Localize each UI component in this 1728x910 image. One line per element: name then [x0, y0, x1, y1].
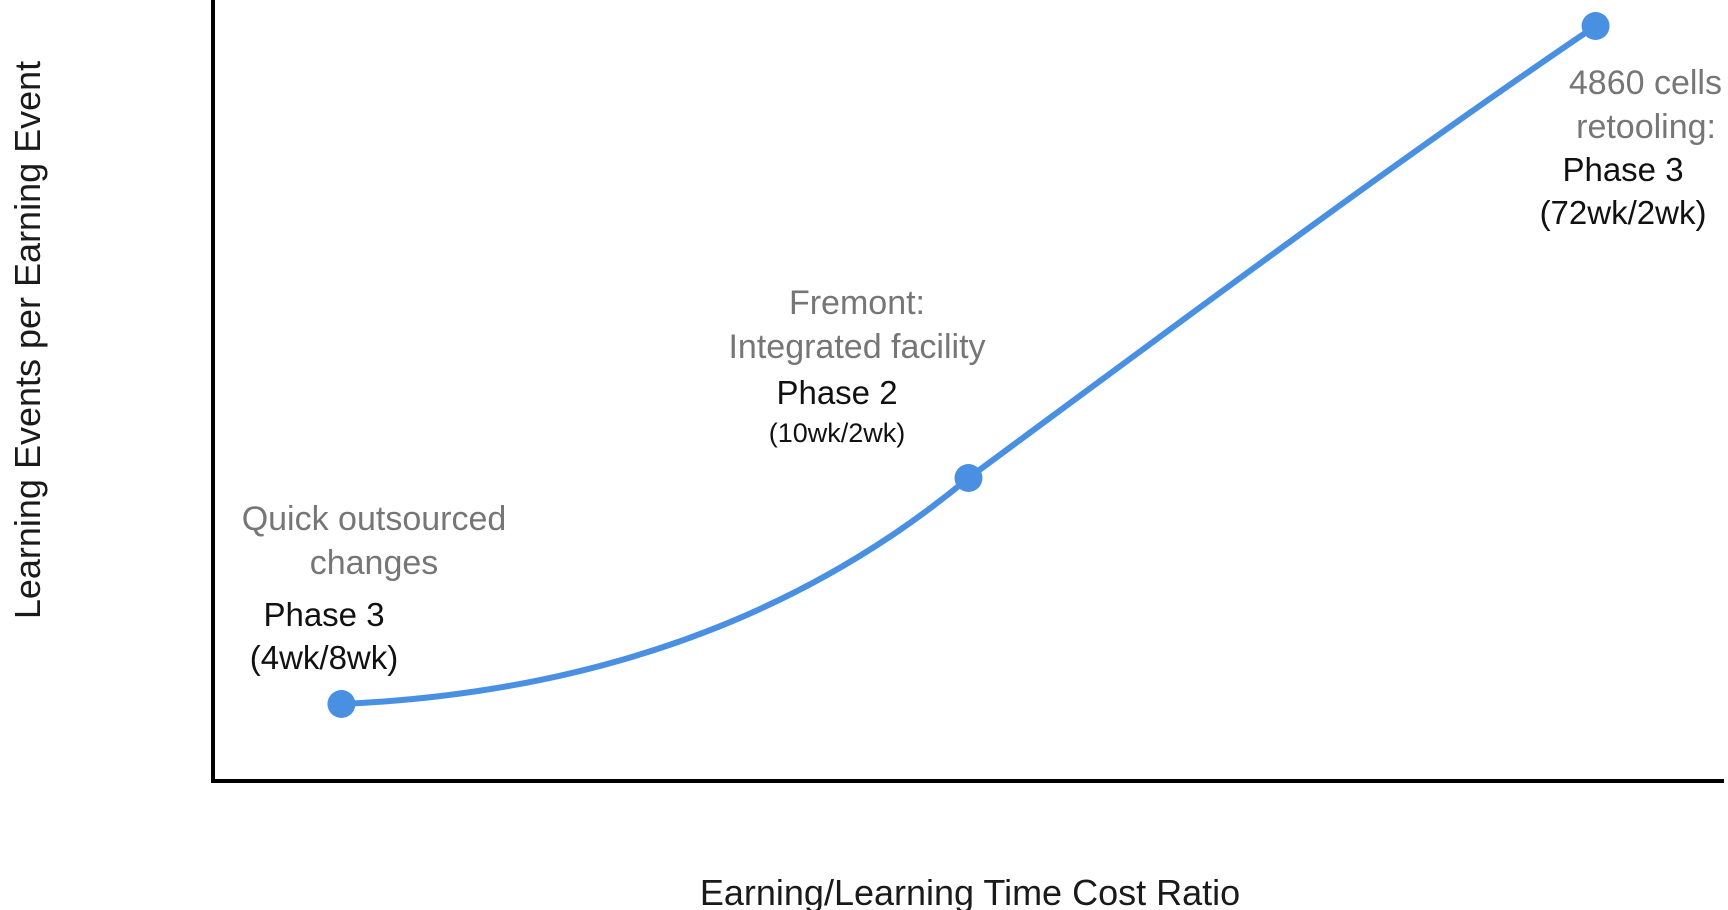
- annotation-4860-cells: 4860 cells retooling: Phase 3 (72wk/2wk): [1540, 64, 1722, 231]
- data-point-3: [1581, 12, 1610, 40]
- y-axis-label: Learning Events per Earning Event: [7, 61, 48, 619]
- data-points: [327, 12, 1610, 718]
- annotation-fremont: Fremont: Integrated facility Phase 2 (10…: [728, 284, 985, 448]
- data-point-2: [954, 464, 983, 492]
- x-axis-label: Earning/Learning Time Cost Ratio: [700, 872, 1240, 910]
- annotation-phase: Phase 3: [263, 596, 384, 633]
- annotation-name-line: changes: [310, 544, 439, 582]
- annotation-name-line: 4860 cells: [1569, 64, 1722, 102]
- annotation-name-line: retooling:: [1576, 108, 1716, 146]
- annotation-phase: Phase 3: [1562, 151, 1683, 188]
- annotation-quick-outsourced: Quick outsourced changes Phase 3 (4wk/8w…: [242, 500, 507, 676]
- annotation-name-line: Integrated facility: [728, 328, 985, 366]
- annotation-ratio: (4wk/8wk): [250, 639, 399, 676]
- annotation-phase: Phase 2: [776, 374, 897, 411]
- annotation-name-line: Quick outsourced: [242, 500, 507, 538]
- annotation-ratio: (72wk/2wk): [1540, 194, 1707, 231]
- annotation-ratio: (10wk/2wk): [769, 418, 906, 448]
- annotation-name-line: Fremont:: [789, 284, 925, 322]
- data-point-1: [327, 690, 356, 718]
